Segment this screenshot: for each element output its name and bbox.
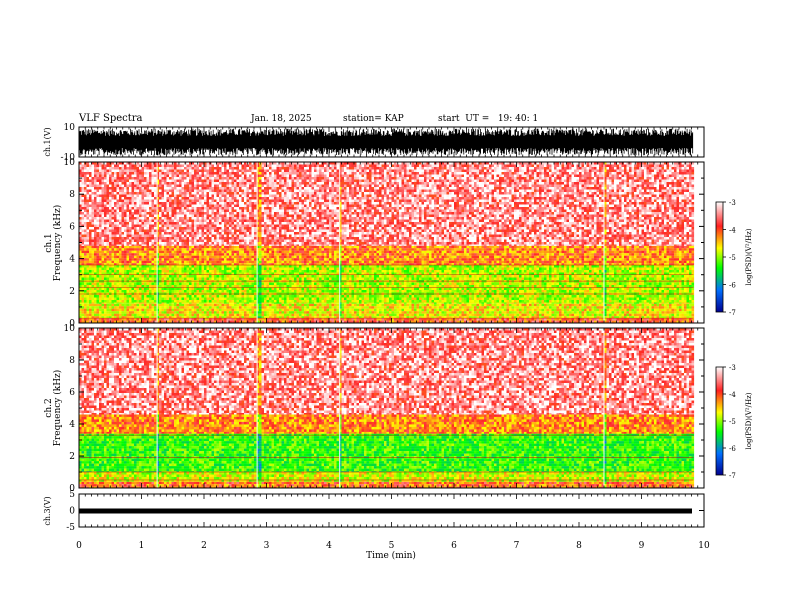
- ytick-label: 6: [69, 388, 75, 398]
- ch1-waveform-panel: 10-10 ch.1(V): [43, 123, 704, 163]
- colorbar-tick: -3: [729, 364, 736, 372]
- xtick-label: 6: [451, 541, 457, 551]
- colorbar-tick: -4: [729, 391, 736, 399]
- ch1-colorbar: -3 -4 -5 -6 -7 log(PSD)(V²/Hz): [716, 199, 753, 317]
- ytick-label: 2: [69, 452, 75, 462]
- ch1-spectrogram-ylabel-b: Frequency (kHz): [52, 205, 63, 282]
- colorbar-tick: -7: [729, 472, 736, 480]
- xtick-label: 5: [389, 541, 395, 551]
- colorbar-label: log(PSD)(V²/Hz): [745, 228, 753, 285]
- colorbar-tick: -5: [729, 254, 736, 262]
- ch3-waveform-ylabel: ch.3(V): [43, 496, 52, 525]
- ytick-label: 6: [69, 222, 75, 232]
- ytick-label: 10: [64, 123, 76, 133]
- ytick-label: 4: [69, 255, 75, 265]
- colorbar-label: log(PSD)(V²/Hz): [745, 392, 753, 449]
- ch1-spectrogram-image: [79, 162, 694, 323]
- xtick-label: 2: [201, 541, 207, 551]
- ch3-waveform-panel: 5 0 -5 ch.3(V): [43, 490, 704, 533]
- colorbar-tick: -4: [729, 227, 736, 235]
- ch1-waveform-ylabel: ch.1(V): [43, 127, 52, 156]
- colorbar-tick: -6: [729, 445, 736, 453]
- ytick-label: 4: [69, 420, 75, 430]
- ytick-label: 10: [64, 158, 76, 168]
- ch2-colorbar: -3 -4 -5 -6 -7 log(PSD)(V²/Hz): [716, 364, 753, 480]
- xtick-label: 4: [326, 541, 332, 551]
- colorbar-tick: -6: [729, 282, 736, 290]
- ch1-waveform-line: [80, 129, 693, 156]
- xtick-label: 8: [576, 541, 582, 551]
- colorbar-tick: -3: [729, 199, 736, 207]
- colorbar-tick: -5: [729, 418, 736, 426]
- ch2-spectrogram-image: [79, 328, 694, 488]
- ytick-label: -5: [66, 523, 75, 533]
- ch2-spectrogram-ylabel-b: Frequency (kHz): [52, 370, 63, 447]
- xtick-label: 1: [139, 541, 145, 551]
- xtick-label: 10: [698, 541, 710, 551]
- ytick-label: 10: [64, 324, 76, 334]
- xtick-label: 3: [264, 541, 270, 551]
- ytick-label: 5: [69, 490, 75, 500]
- colorbar-tick: -7: [729, 309, 736, 317]
- xtick-label: 7: [514, 541, 520, 551]
- colorbar-scale: [716, 202, 723, 312]
- xtick-label: 9: [639, 541, 645, 551]
- xtick-label: 0: [76, 541, 82, 551]
- ytick-label: 8: [69, 356, 75, 366]
- ytick-label: 0: [69, 507, 75, 517]
- time-axis-label: Time (min): [366, 550, 416, 561]
- ytick-label: 2: [69, 287, 75, 297]
- ch3-waveform-trace: [79, 509, 692, 514]
- colorbar-scale: [716, 367, 723, 475]
- ytick-label: 8: [69, 190, 75, 200]
- ch1-waveform-trace: [80, 129, 693, 156]
